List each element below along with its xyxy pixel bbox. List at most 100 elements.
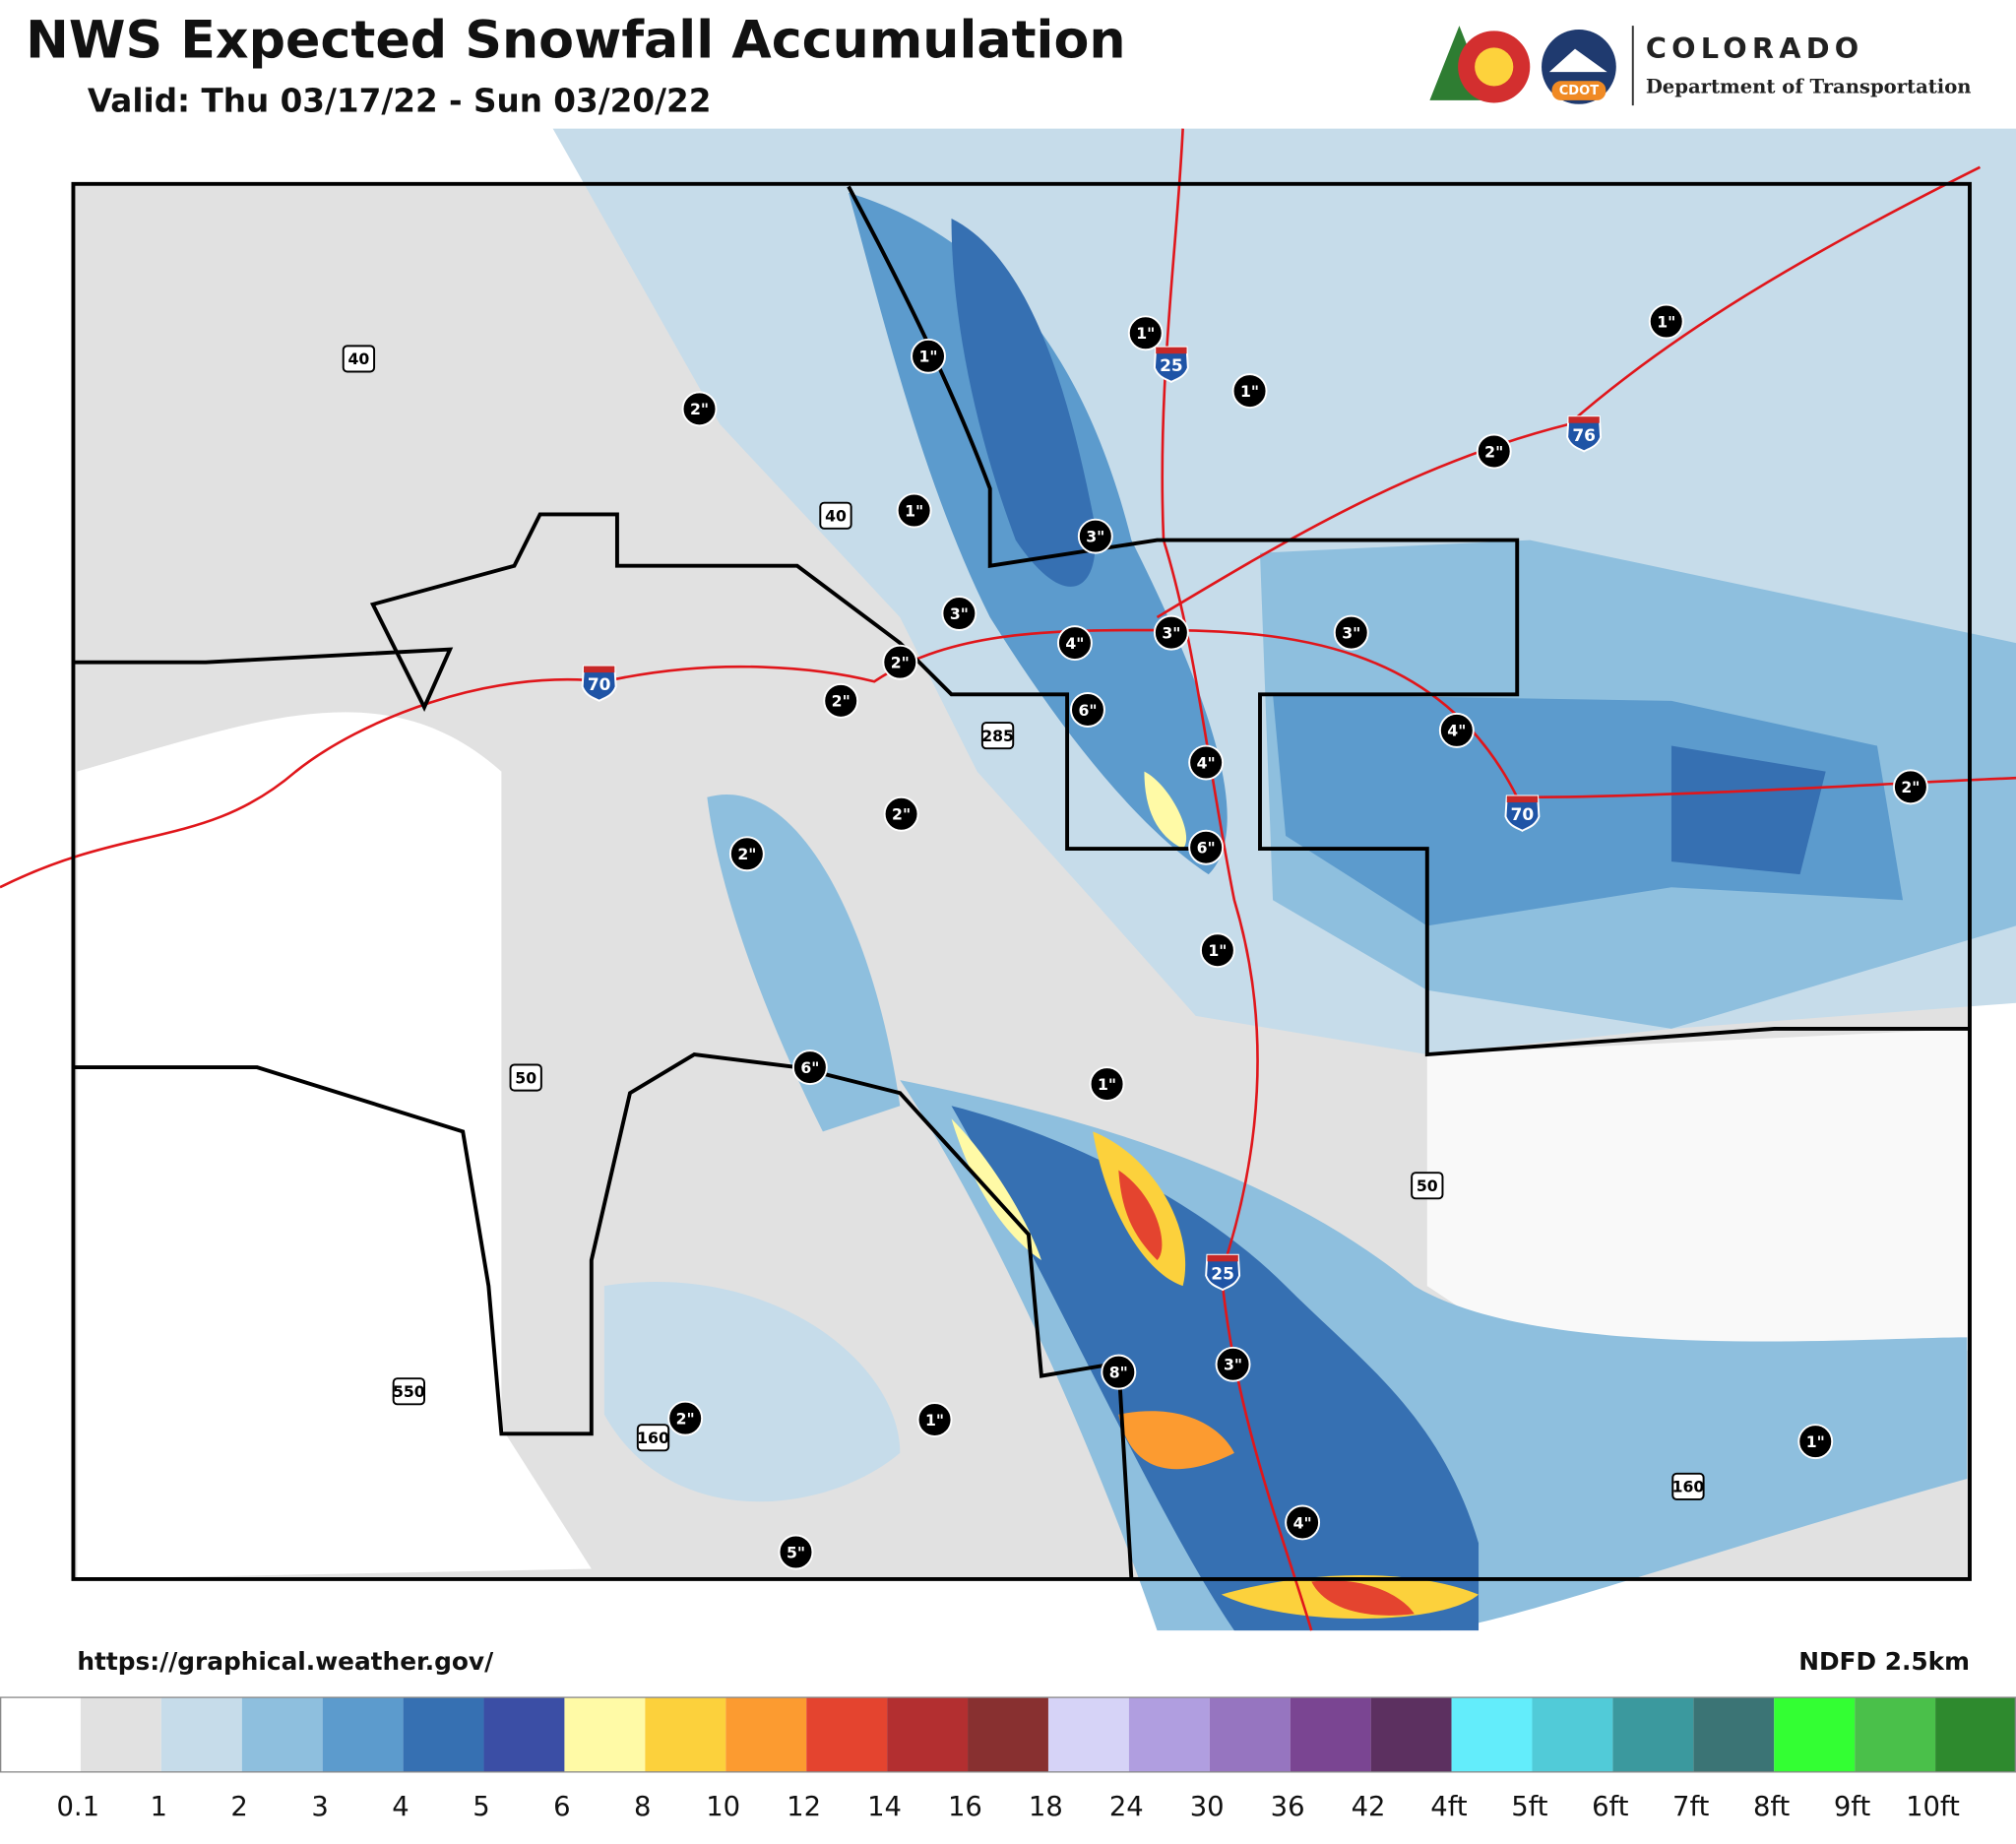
highway-shield: 50 xyxy=(1411,1172,1444,1200)
legend-swatch xyxy=(322,1697,404,1772)
interstate-shield xyxy=(1566,415,1603,453)
highway-number: 160 xyxy=(637,1429,669,1447)
snow-label-text: 2" xyxy=(892,805,911,824)
us-highway-shield xyxy=(819,501,852,530)
snow-label: 6" xyxy=(1070,692,1105,728)
us-highway-shield xyxy=(342,345,376,373)
snow-label-marker xyxy=(1333,614,1369,651)
snow-band xyxy=(951,1106,1480,1631)
snow-label: 3" xyxy=(941,596,977,631)
snow-label: 1" xyxy=(896,492,932,529)
legend-label: 42 xyxy=(1352,1792,1386,1822)
legend-label: 36 xyxy=(1271,1792,1305,1822)
legend-label: 12 xyxy=(787,1792,821,1822)
snow-label-marker xyxy=(1199,932,1235,969)
snow-label-text: 6" xyxy=(800,1058,819,1077)
snow-label-marker xyxy=(728,836,765,872)
legend-label: 5ft xyxy=(1511,1792,1548,1822)
highway-number: 70 xyxy=(588,675,611,695)
snow-label-text: 2" xyxy=(690,400,709,418)
us-highway-shield xyxy=(392,1377,425,1406)
snow-label-text: 1" xyxy=(1208,941,1227,960)
logo-name: COLORADO xyxy=(1646,32,1864,65)
snow-label-marker xyxy=(1127,315,1164,351)
snow-label: 6" xyxy=(1188,829,1225,865)
interstate-shield-top xyxy=(1506,795,1539,803)
legend-swatch xyxy=(806,1697,888,1772)
us-highway-shield xyxy=(1411,1172,1444,1200)
snow-label-text: 2" xyxy=(1484,442,1503,461)
snow-label: 1" xyxy=(1127,315,1164,351)
legend-swatch xyxy=(645,1697,726,1772)
snow-band xyxy=(1118,1411,1234,1470)
snow-label-text: 1" xyxy=(1240,382,1259,401)
legend-label: 4ft xyxy=(1430,1792,1468,1822)
legend-label: 30 xyxy=(1190,1792,1225,1822)
snow-label: 2" xyxy=(667,1400,704,1436)
legend-label: 8ft xyxy=(1753,1792,1791,1822)
legend-label: 2 xyxy=(230,1792,247,1822)
model-label: NDFD 2.5km xyxy=(1798,1647,1970,1676)
title: NWS Expected Snowfall Accumulation xyxy=(26,11,1125,70)
logo: CDOT COLORADO Department of Transportati… xyxy=(1429,26,1972,106)
snow-label-text: 1" xyxy=(1098,1075,1116,1094)
logo-badge-band xyxy=(1551,81,1606,100)
legend-label: 10 xyxy=(706,1792,740,1822)
highway-number: 70 xyxy=(1511,805,1535,825)
snow-label: 2" xyxy=(883,795,919,832)
legend-swatch xyxy=(1855,1697,1936,1772)
snow-label-text: 3" xyxy=(1086,527,1104,545)
highway-number: 550 xyxy=(393,1382,425,1401)
highway-shield: 160 xyxy=(1671,1472,1705,1500)
snow-label: 5" xyxy=(778,1534,814,1570)
snow-label: 4" xyxy=(1056,625,1093,662)
snow-band xyxy=(1311,1580,1415,1616)
us-highway-shield xyxy=(636,1424,670,1452)
legend-swatch xyxy=(80,1697,161,1772)
region-border xyxy=(73,1052,1134,1580)
snow-label-marker xyxy=(1070,692,1105,728)
snow-label: 2" xyxy=(1476,433,1512,470)
interstate-shield xyxy=(581,665,617,703)
snow-label-marker xyxy=(1101,1354,1137,1390)
snow-label-marker xyxy=(1476,433,1512,470)
legend-label: 18 xyxy=(1029,1792,1063,1822)
legend-label: 16 xyxy=(948,1792,982,1822)
snow-label-text: 1" xyxy=(925,1411,944,1430)
snow-band xyxy=(707,794,901,1132)
legend-swatch xyxy=(968,1697,1048,1772)
snow-label: 1" xyxy=(911,338,946,374)
legend-swatch xyxy=(1290,1697,1371,1772)
snow-label-marker xyxy=(1153,614,1189,651)
snow-label-marker xyxy=(941,596,977,631)
snow-label-text: 1" xyxy=(1136,324,1155,343)
snow-label-text: 2" xyxy=(832,692,850,711)
legend-swatch xyxy=(564,1697,646,1772)
highway-shield: 40 xyxy=(342,345,376,373)
highway-number: 50 xyxy=(515,1068,536,1087)
highway-number: 76 xyxy=(1572,426,1596,446)
highway-number: 40 xyxy=(348,350,370,368)
snow-label-text: 4" xyxy=(1293,1513,1312,1532)
highway-shield: 76 xyxy=(1566,415,1603,453)
legend-swatch xyxy=(1209,1697,1291,1772)
snow-label-text: 2" xyxy=(676,1409,695,1428)
snow-label-marker xyxy=(1089,1066,1125,1103)
legend-swatch xyxy=(887,1697,969,1772)
snow-band xyxy=(1144,771,1187,850)
snow-label-text: 6" xyxy=(1197,839,1216,858)
logo-badge-text: CDOT xyxy=(1559,84,1599,98)
highway-shield: 25 xyxy=(1153,346,1189,384)
snow-label: 1" xyxy=(916,1402,953,1437)
legend-label: 5 xyxy=(472,1792,489,1822)
snow-label-marker xyxy=(1438,712,1475,748)
source-url[interactable]: https://graphical.weather.gov/ xyxy=(77,1647,494,1676)
legend-label: 24 xyxy=(1109,1792,1144,1822)
legend-swatch xyxy=(1532,1697,1613,1772)
snow-band xyxy=(603,1282,901,1502)
legend-swatch xyxy=(1935,1697,2016,1772)
legend-swatch xyxy=(403,1697,484,1772)
logo-department: Department of Transportation xyxy=(1646,75,1972,97)
snow-label-marker xyxy=(883,795,919,832)
snow-label: 3" xyxy=(1077,518,1113,554)
